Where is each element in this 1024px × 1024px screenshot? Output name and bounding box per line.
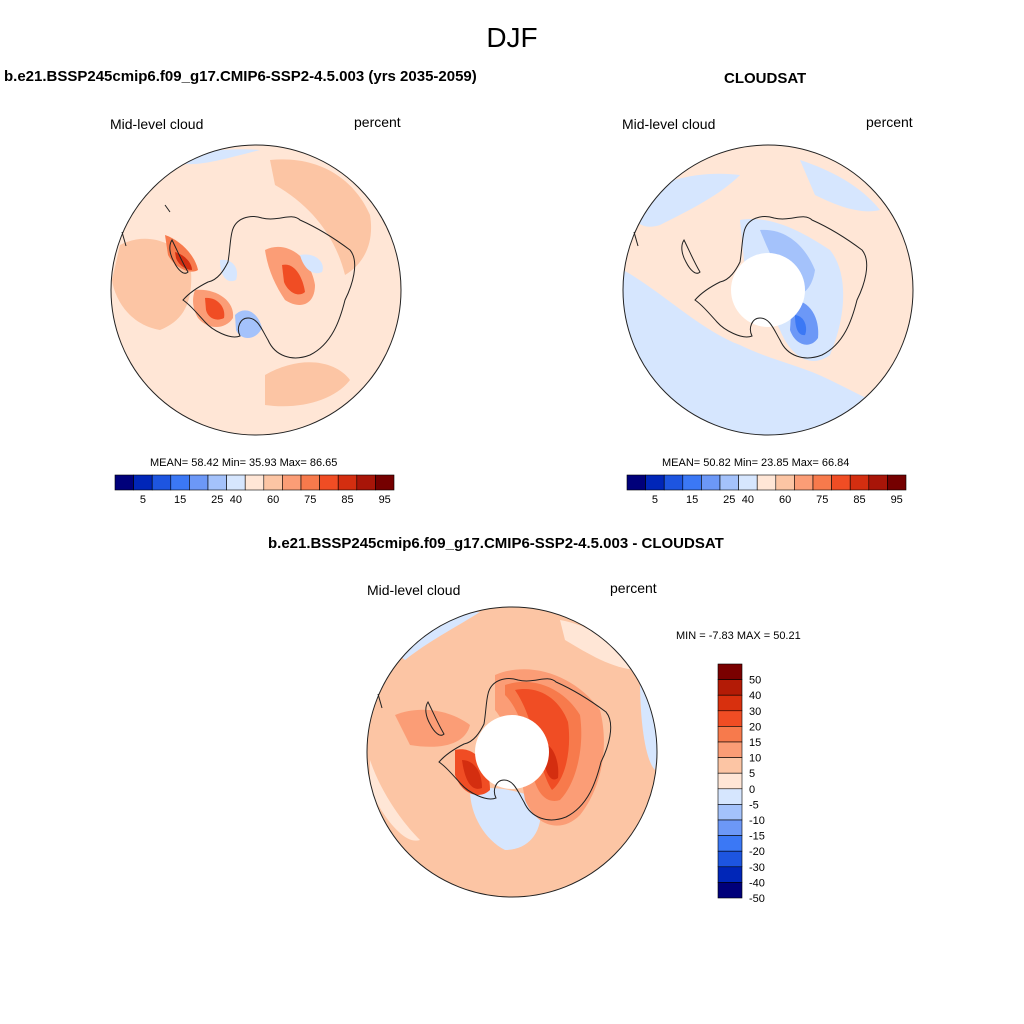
diff-colorbar-tick-label: 0: [749, 784, 755, 796]
diff-colorbar-tick-label: 40: [749, 690, 761, 702]
model-colorbar-tick-label: 5: [140, 494, 146, 506]
model-colorbar-box: [300, 474, 320, 491]
obs-panel-title: CLOUDSAT: [724, 70, 807, 87]
diff-colorbar-box: [717, 850, 743, 868]
model-colorbar: 5 15 25 40 60 75 85 95: [114, 474, 395, 506]
model-stats: MEAN= 58.42 Min= 35.93 Max= 86.65: [150, 457, 338, 469]
obs-colorbar-tick-label: 85: [853, 494, 865, 506]
diff-colorbar-box: [717, 726, 743, 743]
obs-colorbar-box: [719, 474, 739, 491]
obs-colorbar-box: [663, 474, 684, 491]
model-panel-title: b.e21.BSSP245cmip6.f09_g17.CMIP6-SSP2-4.…: [4, 68, 477, 85]
obs-colorbar-box: [645, 474, 665, 491]
model-colorbar-box: [282, 474, 302, 491]
obs-colorbar-box: [831, 474, 851, 491]
diff-colorbar-tick-label: -50: [749, 893, 765, 905]
model-colorbar-box: [226, 474, 246, 491]
diff-colorbar-box: [717, 710, 743, 727]
model-colorbar-box: [151, 474, 172, 491]
figure-title: DJF: [486, 22, 538, 53]
obs-colorbar-box: [626, 474, 646, 491]
model-colorbar-tick-label: 95: [379, 494, 391, 506]
model-units-label: percent: [354, 114, 401, 130]
obs-colorbar-box: [887, 474, 907, 491]
diff-missing-data-pole: [475, 715, 549, 789]
obs-colorbar-box: [868, 474, 888, 491]
obs-stats: MEAN= 50.82 Min= 23.85 Max= 66.84: [662, 457, 850, 469]
obs-colorbar-box: [756, 474, 777, 491]
obs-colorbar-box: [812, 474, 832, 491]
diff-colorbar-box: [717, 694, 743, 712]
diff-stats: MIN = -7.83 MAX = 50.21: [676, 630, 801, 642]
diff-units-label: percent: [610, 580, 657, 596]
model-colorbar-box: [244, 474, 265, 491]
diff-colorbar-box: [717, 741, 743, 758]
model-variable-label: Mid-level cloud: [110, 116, 204, 132]
diff-colorbar-box: [717, 819, 743, 836]
model-colorbar-tick-label: 25: [211, 494, 223, 506]
model-colorbar-box: [375, 474, 395, 491]
obs-colorbar-box: [775, 474, 795, 491]
obs-polar-map: [622, 144, 914, 436]
diff-colorbar-box: [717, 804, 743, 821]
obs-colorbar-box: [738, 474, 758, 491]
model-colorbar-box: [189, 474, 209, 491]
diff-colorbar-tick-label: -15: [749, 831, 765, 843]
diff-colorbar-tick-label: 50: [749, 675, 761, 687]
diff-colorbar-box: [717, 788, 743, 805]
model-colorbar-tick-label: 60: [267, 494, 279, 506]
obs-colorbar-box: [849, 474, 870, 491]
diff-colorbar-box: [717, 772, 743, 790]
diff-colorbar-tick-label: 15: [749, 737, 761, 749]
model-colorbar-box: [170, 474, 190, 491]
diff-polar-map: [366, 606, 658, 898]
diff-colorbar-tick-label: -5: [749, 799, 759, 811]
diff-colorbar-tick-label: 5: [749, 768, 755, 780]
diff-colorbar-box: [717, 866, 743, 883]
obs-units-label: percent: [866, 114, 913, 130]
diff-colorbar-box: [717, 882, 743, 899]
model-colorbar-tick-label: 85: [341, 494, 353, 506]
diff-colorbar-tick-label: 10: [749, 753, 761, 765]
model-colorbar-tick-label: 15: [174, 494, 186, 506]
diff-colorbar-box: [717, 835, 743, 852]
model-colorbar-box: [356, 474, 376, 491]
obs-colorbar-tick-label: 40: [742, 494, 754, 506]
model-colorbar-tick-label: 40: [230, 494, 242, 506]
diff-colorbar-tick-label: 30: [749, 706, 761, 718]
diff-colorbar-tick-label: -10: [749, 815, 765, 827]
diff-panel-title: b.e21.BSSP245cmip6.f09_g17.CMIP6-SSP2-4.…: [268, 535, 724, 552]
obs-missing-data-pole: [731, 253, 805, 327]
obs-colorbar: 5 15 25 40 60 75 85 95: [626, 474, 907, 506]
obs-colorbar-tick-label: 25: [723, 494, 735, 506]
model-colorbar-box: [133, 474, 153, 491]
model-colorbar-box: [319, 474, 339, 491]
model-colorbar-box: [207, 474, 227, 491]
model-cloud-field: [111, 145, 401, 435]
model-colorbar-tick-label: 75: [304, 494, 316, 506]
obs-colorbar-tick-label: 5: [652, 494, 658, 506]
diff-colorbar-tick-label: 20: [749, 721, 761, 733]
model-colorbar-box: [263, 474, 283, 491]
model-polar-map: [110, 144, 402, 436]
diff-colorbar-box: [717, 679, 743, 696]
diff-variable-label: Mid-level cloud: [367, 582, 461, 598]
model-colorbar-box: [337, 474, 358, 491]
obs-colorbar-box: [682, 474, 702, 491]
obs-colorbar-tick-label: 60: [779, 494, 791, 506]
diff-colorbar-box: [717, 663, 743, 680]
obs-colorbar-tick-label: 75: [816, 494, 828, 506]
obs-variable-label: Mid-level cloud: [622, 116, 716, 132]
diff-colorbar-tick-label: -30: [749, 862, 765, 874]
model-colorbar-box: [114, 474, 134, 491]
obs-colorbar-tick-label: 15: [686, 494, 698, 506]
obs-colorbar-box: [794, 474, 814, 491]
obs-colorbar-box: [701, 474, 721, 491]
diff-colorbar-tick-label: -40: [749, 877, 765, 889]
diff-colorbar-tick-label: -20: [749, 846, 765, 858]
diff-colorbar-box: [717, 757, 743, 774]
obs-colorbar-tick-label: 95: [891, 494, 903, 506]
